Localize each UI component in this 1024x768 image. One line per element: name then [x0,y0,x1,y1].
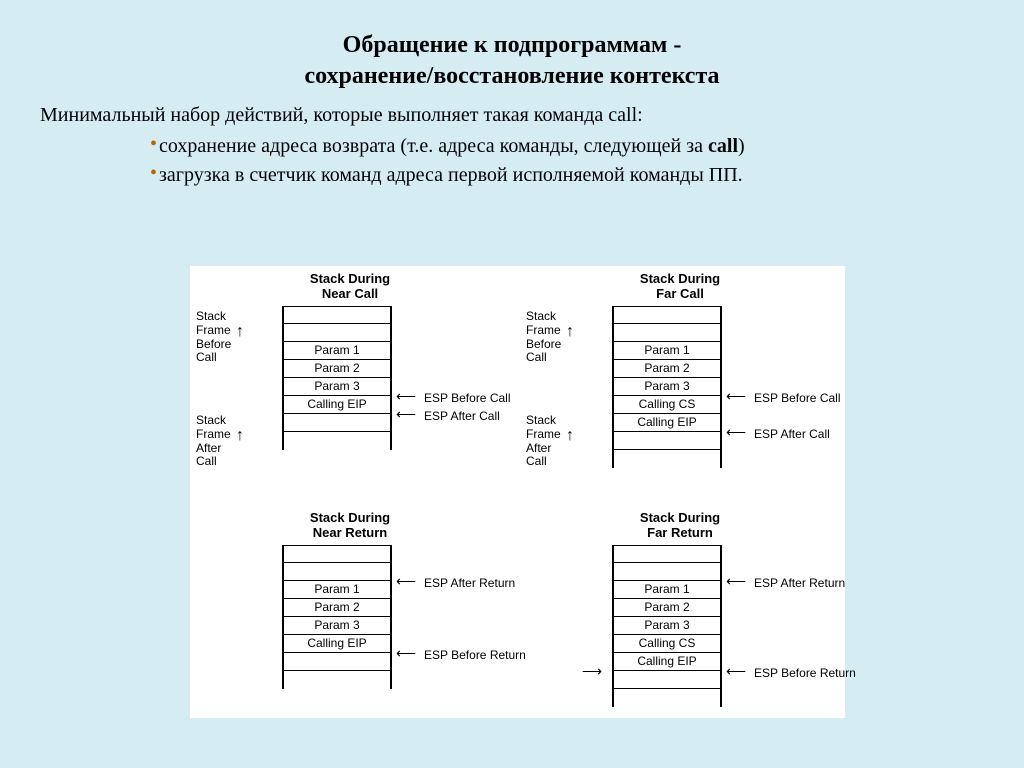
frame-after-label: StackFrameAfterCall [196,414,231,469]
stack-cell [614,545,720,563]
esp-after-call-label: ⟵ESP After Call [726,424,830,441]
up-arrow-icon: ↑ [566,428,574,444]
diagram-far-call: Stack During Far Call StackFrameBeforeCa… [520,266,860,486]
stack-cell: Param 3 [614,617,720,635]
title-line-2: сохранение/восстановление контекста [304,63,719,89]
left-arrow-icon: ⟵ [396,573,424,590]
stack-cell [614,306,720,324]
title-line-1: Обращение к подпрограммам - [343,32,682,58]
stack-far-return: Param 1 Param 2 Param 3 Calling CS Calli… [612,545,722,707]
stack-cell [284,671,390,689]
left-arrow-icon: ⟵ [726,388,754,405]
esp-after-return-label: ⟵ESP After Return [726,573,845,590]
stack-cell [614,563,720,581]
stack-cell [614,689,720,707]
stack-cell: Param 2 [614,599,720,617]
stack-cell [284,432,390,450]
stack-near-call: Param 1 Param 2 Param 3 Calling EIP [282,306,392,450]
esp-after-call-label: ⟵ESP After Call [396,406,500,423]
stack-cell [284,414,390,432]
stack-title: Stack During Near Call [290,272,410,302]
stack-cell: Param 3 [614,378,720,396]
left-arrow-icon: ⟵ [396,406,424,423]
stack-cell: Param 2 [614,360,720,378]
up-arrow-icon: ↑ [236,324,244,340]
bullet-list: •сохранение адреса возврата (т.е. адреса… [150,133,1024,187]
stack-cell: Param 3 [284,617,390,635]
esp-before-call-label: ⟵ESP Before Call [726,388,841,405]
esp-before-return-label: ⟵ESP Before Return [726,663,856,680]
bullet-dot-icon: • [150,133,157,156]
stack-cell: Calling EIP [284,635,390,653]
right-arrow-icon: ⟶ [582,663,602,680]
bullet-1: •сохранение адреса возврата (т.е. адреса… [150,133,1024,158]
stack-cell: Param 1 [284,342,390,360]
stack-cell [284,306,390,324]
stack-cell: Calling EIP [614,653,720,671]
stack-cell [614,432,720,450]
stack-cell: Calling CS [614,396,720,414]
stack-title: Stack During Near Return [290,511,410,541]
up-arrow-icon: ↑ [236,428,244,444]
bullet-dot-icon: • [150,162,157,185]
stack-cell [284,545,390,563]
stack-title: Stack During Far Call [620,272,740,302]
left-arrow-icon: ⟵ [726,663,754,680]
stack-near-return: Param 1 Param 2 Param 3 Calling EIP [282,545,392,689]
esp-before-return-label: ⟵ESP Before Return [396,645,526,662]
diagram-far-return: Stack During Far Return Param 1 Param 2 … [520,511,860,711]
stack-cell [614,671,720,689]
left-arrow-icon: ⟵ [396,388,424,405]
diagram-near-return: Stack During Near Return Param 1 Param 2… [190,511,530,711]
stack-cell [284,653,390,671]
diagram-panel: Stack During Near Call StackFrameBeforeC… [190,266,845,718]
stack-cell [284,324,390,342]
esp-before-call-label: ⟵ESP Before Call [396,388,511,405]
stack-cell: Param 2 [284,360,390,378]
stack-cell: Param 1 [614,581,720,599]
intro-text: Минимальный набор действий, которые выпо… [40,104,984,127]
stack-cell [614,324,720,342]
stack-cell: Param 3 [284,378,390,396]
bullet-2: •загрузка в счетчик команд адреса первой… [150,162,1024,187]
stack-cell [284,563,390,581]
esp-after-return-label: ⟵ESP After Return [396,573,515,590]
stack-cell: Calling CS [614,635,720,653]
stack-title: Stack During Far Return [620,511,740,541]
stack-cell: Param 1 [614,342,720,360]
stack-cell: Param 1 [284,581,390,599]
diagram-near-call: Stack During Near Call StackFrameBeforeC… [190,266,530,486]
stack-cell: Param 2 [284,599,390,617]
stack-cell: Calling EIP [284,396,390,414]
left-arrow-icon: ⟵ [726,424,754,441]
up-arrow-icon: ↑ [566,324,574,340]
frame-before-label: StackFrameBeforeCall [196,310,231,365]
frame-after-label: StackFrameAfterCall [526,414,561,469]
stack-far-call: Param 1 Param 2 Param 3 Calling CS Calli… [612,306,722,468]
left-arrow-icon: ⟵ [726,573,754,590]
left-arrow-icon: ⟵ [396,645,424,662]
frame-before-label: StackFrameBeforeCall [526,310,561,365]
stack-cell [614,450,720,468]
page-title: Обращение к подпрограммам - сохранение/в… [0,0,1024,92]
stack-cell: Calling EIP [614,414,720,432]
